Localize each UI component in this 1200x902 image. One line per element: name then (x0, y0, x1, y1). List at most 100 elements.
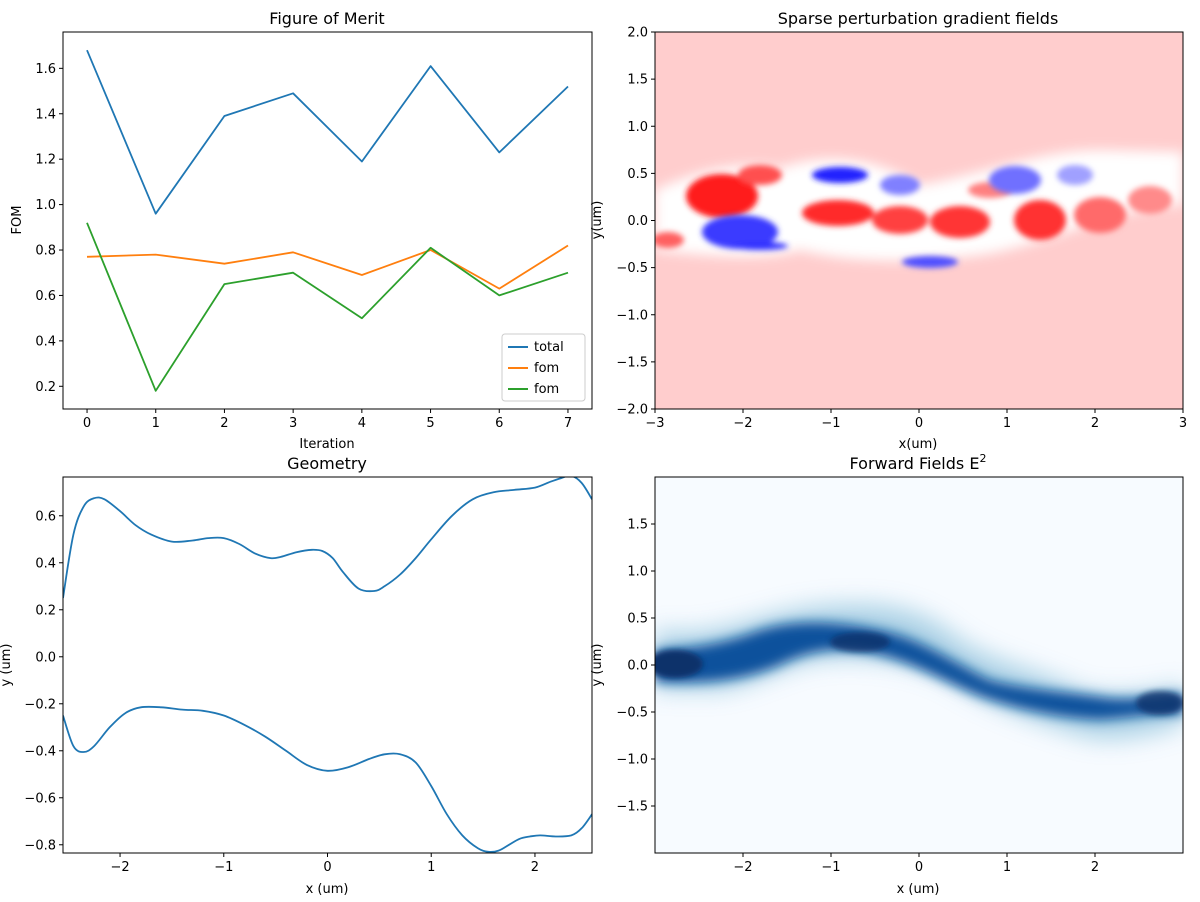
fom-xtick-label: 7 (564, 416, 572, 431)
forward-fields-ytick-label: 0.5 (627, 612, 648, 627)
fom-ytick-label: 1.2 (35, 153, 56, 168)
geometry-ytick-label: 0.6 (35, 509, 56, 524)
geometry-ytick-label: 0.0 (35, 650, 56, 665)
fom-panel: Figure of Merit 0 1 2 3 4 5 6 7 0.2 0.4 0.6 0.8 1.0 1… (10, 9, 593, 452)
fom-ytick-label: 0.6 (35, 289, 56, 304)
gradient-ytick-label: 1.5 (627, 73, 648, 88)
gradient-xtick-label: −2 (733, 416, 752, 431)
red-lobe (738, 165, 782, 185)
forward-fields-xtick-label: −1 (821, 860, 840, 875)
blue-lobe (1057, 165, 1093, 185)
red-lobe (872, 206, 928, 234)
fom-ticks: 0 1 2 3 4 5 6 7 0.2 0.4 0.6 0.8 1.0 1.2 1.4 1.6 (35, 62, 572, 431)
fom-xtick-label: 2 (220, 416, 228, 431)
gradient-xtick-label: 1 (1003, 416, 1011, 431)
geometry-panel: Geometry −2 −1 0 1 2 −0.8 −0.6 −0.4 −0.2 0.0 0.2 0.… (0, 454, 593, 897)
fom-xtick-label: 0 (83, 416, 91, 431)
forward-fields-xtick-label: −2 (733, 860, 752, 875)
gradient-xtick-label: 2 (1091, 416, 1099, 431)
fom-ytick-label: 1.6 (35, 62, 56, 77)
gradient-blue-lobes (702, 165, 1093, 268)
fom-series (86, 49, 569, 392)
red-lobe (1014, 200, 1066, 240)
fom-ytick-label: 0.8 (35, 244, 56, 259)
gradient-title: Sparse perturbation gradient fields (778, 9, 1059, 28)
geometry-xtick-label: −2 (110, 860, 129, 875)
geometry-xtick-label: 2 (531, 860, 539, 875)
forward-fields-xlabel: x (um) (897, 882, 940, 897)
forward-fields-ytick-label: 0.0 (627, 659, 648, 674)
geometry-xtick-label: 1 (427, 860, 435, 875)
geometry-xlabel: x (um) (306, 882, 349, 897)
fom-xtick-label: 6 (495, 416, 503, 431)
forward-fields-panel: Forward Fields E2 −2 −1 0 1 2 −1.5 −1.0 −0.5 0.0… (590, 452, 1184, 897)
legend-label-total: total (534, 340, 564, 355)
gradient-xlabel: x(um) (899, 437, 938, 452)
gradient-xtick-label: 0 (915, 416, 923, 431)
red-lobe (655, 232, 684, 248)
gradient-ytick-label: 0.0 (627, 214, 648, 229)
blue-lobe (880, 175, 920, 195)
forward-fields-ylabel: y (um) (590, 644, 605, 687)
gradient-heatmap (655, 32, 1183, 409)
forward-fields-ytick-label: −0.5 (616, 706, 648, 721)
fom-series-line-0 (86, 49, 569, 215)
gradient-ytick-label: −1.0 (616, 308, 648, 323)
red-lobe (802, 200, 874, 226)
forward-fields-xtick-label: 1 (1003, 860, 1011, 875)
geometry-ytick-label: −0.6 (24, 791, 56, 806)
fom-xtick-label: 1 (152, 416, 160, 431)
fom-axes-frame (62, 31, 593, 410)
forward-fields-peak (830, 632, 890, 652)
fom-xtick-label: 4 (358, 416, 366, 431)
gradient-xtick-label: 3 (1179, 416, 1187, 431)
gradient-ytick-label: −1.5 (616, 355, 648, 370)
forward-fields-xtick-label: 0 (915, 860, 923, 875)
blue-lobe (989, 166, 1041, 194)
fom-series-line-2 (86, 222, 569, 392)
gradient-panel: Sparse perturbation gradient fields (590, 9, 1187, 452)
gradient-red-lobes (655, 165, 1172, 248)
geometry-ytick-label: 0.2 (35, 603, 56, 618)
fom-xtick-label: 5 (426, 416, 434, 431)
forward-fields-ytick-label: 1.0 (627, 565, 648, 580)
geometry-ytick-label: 0.4 (35, 556, 56, 571)
geometry-xtick-label: −1 (214, 860, 233, 875)
geometry-boundary-1 (63, 705, 592, 853)
fom-ytick-label: 0.4 (35, 334, 56, 349)
forward-fields-ytick-label: −1.5 (616, 800, 648, 815)
forward-fields-title: Forward Fields E2 (850, 452, 987, 473)
forward-fields-peak (655, 650, 703, 678)
fom-ylabel: FOM (10, 206, 25, 235)
red-lobe (686, 174, 758, 218)
fom-xlabel: Iteration (299, 437, 354, 452)
forward-fields-heatmap (655, 477, 1183, 853)
geometry-ytick-label: −0.8 (24, 838, 56, 853)
geometry-ytick-label: −0.4 (24, 744, 56, 759)
forward-fields-ytick-label: 1.5 (627, 518, 648, 533)
gradient-ytick-label: −0.5 (616, 261, 648, 276)
geometry-series (63, 477, 592, 853)
forward-fields-ticks: −2 −1 0 1 2 −1.5 −1.0 −0.5 0.0 0.5 1.0 1.5 (616, 518, 1099, 876)
fom-ytick-label: 1.0 (35, 198, 56, 213)
fom-ytick-label: 1.4 (35, 107, 56, 122)
geometry-ytick-label: −0.2 (24, 697, 56, 712)
geometry-axes-frame (62, 476, 593, 854)
gradient-axes-frame (654, 31, 1184, 410)
blue-lobe (812, 167, 868, 183)
geometry-title: Geometry (287, 454, 367, 473)
gradient-ytick-label: 0.5 (627, 167, 648, 182)
fom-title: Figure of Merit (269, 9, 384, 28)
geometry-xtick-label: 0 (323, 860, 331, 875)
gradient-ytick-label: 1.0 (627, 120, 648, 135)
forward-fields-core (655, 622, 1183, 720)
blue-lobe (902, 256, 958, 268)
fom-series-line-1 (86, 244, 569, 290)
blue-lobe (732, 242, 788, 250)
geometry-ticks: −2 −1 0 1 2 −0.8 −0.6 −0.4 −0.2 0.0 0.2 0.4 0.6 (24, 509, 539, 875)
forward-fields-xtick-label: 2 (1091, 860, 1099, 875)
gradient-ytick-label: −2.0 (616, 403, 648, 418)
gradient-xtick-label: −1 (821, 416, 840, 431)
red-lobe (1074, 197, 1126, 233)
